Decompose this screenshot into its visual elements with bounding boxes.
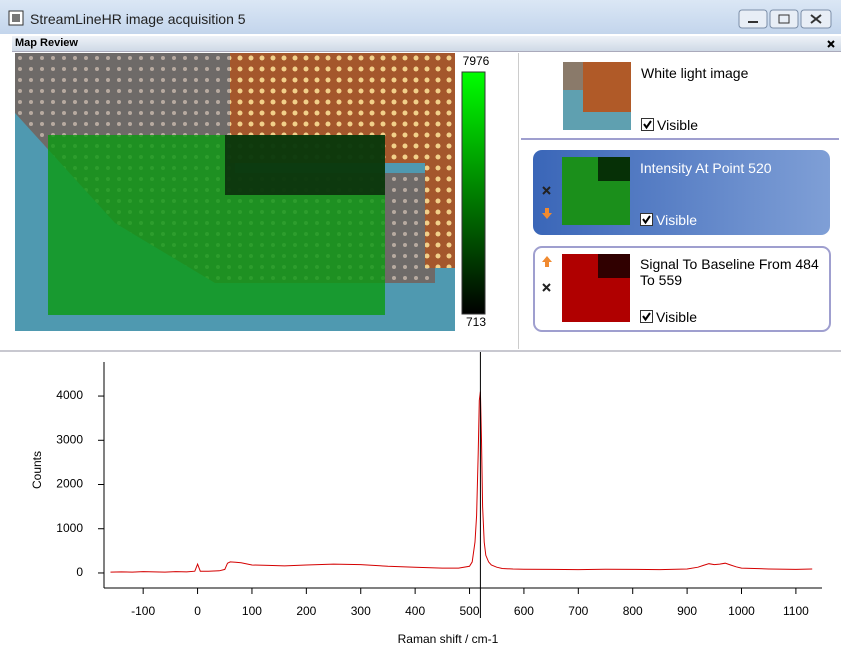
x-tick-label: 0 xyxy=(194,604,201,618)
x-tick-label: 500 xyxy=(460,604,480,618)
map-image xyxy=(15,53,455,331)
colorbar-max: 7976 xyxy=(463,54,490,68)
splitter xyxy=(0,350,841,352)
spectrum-line xyxy=(110,391,813,573)
x-tick-label: 100 xyxy=(242,604,262,618)
x-tick-label: 400 xyxy=(405,604,425,618)
visible-label: Visible xyxy=(656,212,697,228)
layer-icons[interactable] xyxy=(541,256,553,296)
layer-selected[interactable]: Intensity At Point 520 Visible xyxy=(533,150,830,235)
y-tick-label: 4000 xyxy=(56,388,83,402)
title-bar: StreamLineHR image acquisition 5 xyxy=(0,0,841,34)
layer-thumb xyxy=(562,157,630,225)
layer-thumb xyxy=(563,62,631,130)
visible-label: Visible xyxy=(656,309,697,325)
checkbox[interactable] xyxy=(641,118,654,131)
colorbar: 7976 713 xyxy=(461,54,490,329)
layer-thumb xyxy=(562,254,630,322)
layer[interactable]: Signal To Baseline From 484 To 559 Visib… xyxy=(533,246,831,332)
layer-icons[interactable] xyxy=(541,185,553,225)
x-tick-label: 200 xyxy=(296,604,316,618)
visible-label: Visible xyxy=(657,117,698,133)
y-tick-label: 0 xyxy=(76,565,83,579)
x-tick-label: 600 xyxy=(514,604,534,618)
colorbar-min: 713 xyxy=(466,315,486,329)
x-tick-label: -100 xyxy=(131,604,155,618)
panel-close[interactable] xyxy=(826,39,836,49)
layers-panel: White light image Visible Intensity At P… xyxy=(518,53,841,349)
app-icon xyxy=(8,10,24,26)
layer-label: White light image xyxy=(641,65,749,81)
layer-label: Intensity At Point 520 xyxy=(640,160,772,176)
x-tick-label: 300 xyxy=(351,604,371,618)
panel-title: Map Review xyxy=(15,37,78,49)
y-tick-label: 1000 xyxy=(56,521,83,535)
checkbox[interactable] xyxy=(640,310,653,323)
window-title: StreamLineHR image acquisition 5 xyxy=(30,11,246,27)
window-controls[interactable] xyxy=(738,8,834,30)
y-axis-label: Counts xyxy=(30,451,44,489)
y-tick-label: 3000 xyxy=(56,432,83,446)
x-axis-label: Raman shift / cm-1 xyxy=(398,632,499,646)
separator xyxy=(521,138,839,140)
x-tick-label: 1000 xyxy=(728,604,755,618)
x-tick-label: 800 xyxy=(623,604,643,618)
x-tick-label: 900 xyxy=(677,604,697,618)
x-tick-label: 700 xyxy=(568,604,588,618)
layer-label: Signal To Baseline From 484 To 559 xyxy=(640,256,819,288)
spectrum-chart: 0 1000 2000 3000 4000 -100 0 100 200 300 400 500 600… xyxy=(30,352,822,646)
x-tick-label: 1100 xyxy=(783,604,809,618)
panel-header: Map Review xyxy=(12,36,841,52)
y-tick-label: 2000 xyxy=(56,477,83,491)
checkbox[interactable] xyxy=(640,213,653,226)
